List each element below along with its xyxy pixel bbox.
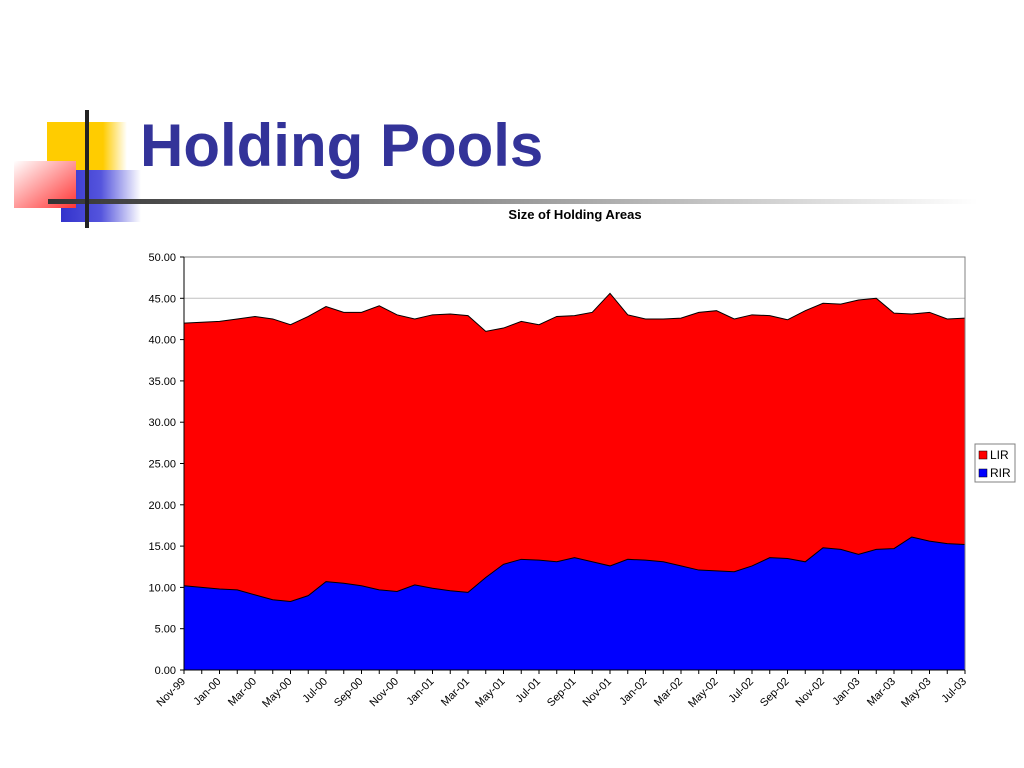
y-tick-label: 25.00	[148, 459, 176, 471]
x-tick-label: Mar-02	[652, 676, 685, 709]
series-area-rir	[184, 537, 965, 670]
x-tick-label: Jan-02	[617, 676, 649, 708]
x-tick-label: Mar-00	[226, 676, 259, 709]
x-tick-label: Jul-02	[726, 676, 756, 706]
deco-horizontal-line	[48, 199, 978, 204]
x-tick-label: Jan-03	[830, 676, 862, 708]
y-tick-label: 40.00	[148, 335, 176, 347]
legend-label-rir: RIR	[990, 466, 1011, 480]
series-line-lir	[183, 292, 966, 332]
x-tick-label: Jan-00	[191, 676, 223, 708]
x-tick-label: Nov-00	[368, 676, 402, 710]
x-tick-label: May-01	[473, 676, 507, 710]
legend-swatch-rir	[978, 468, 988, 478]
y-tick-label: 45.00	[148, 293, 176, 305]
x-tick-label: Sep-01	[545, 676, 579, 710]
y-tick-label: 35.00	[148, 376, 176, 388]
y-tick-label: 10.00	[148, 582, 176, 594]
x-tick-label: May-03	[899, 676, 933, 710]
x-tick-label: Jul-00	[300, 676, 330, 706]
x-tick-label: Nov-01	[581, 676, 615, 710]
legend-label-lir: LIR	[990, 448, 1009, 462]
slide-decoration	[14, 110, 978, 228]
x-tick-label: Jul-03	[939, 676, 969, 706]
chart-title: Size of Holding Areas	[508, 207, 641, 222]
y-tick-label: 0.00	[155, 665, 176, 677]
x-tick-label: Jan-01	[404, 676, 436, 708]
x-tick-label: Jul-01	[513, 676, 543, 706]
y-tick-label: 20.00	[148, 500, 176, 512]
slide-title: Holding Pools	[140, 112, 544, 179]
x-tick-label: Sep-02	[758, 676, 792, 710]
x-tick-label: Nov-02	[794, 676, 828, 710]
x-tick-label: May-00	[260, 676, 294, 710]
x-tick-label: Sep-00	[332, 676, 366, 710]
y-tick-label: 15.00	[148, 541, 176, 553]
series-area-lir	[184, 293, 965, 602]
y-tick-label: 50.00	[148, 252, 176, 264]
x-tick-label: Mar-03	[865, 676, 898, 709]
x-tick-label: Mar-01	[439, 676, 472, 709]
deco-vertical-line	[85, 110, 89, 228]
legend-swatch-lir	[978, 450, 988, 460]
series-line-rir	[183, 536, 966, 602]
y-tick-label: 5.00	[155, 624, 176, 636]
x-tick-label: Nov-99	[155, 676, 189, 710]
y-tick-label: 30.00	[148, 417, 176, 429]
x-tick-label: May-02	[686, 676, 720, 710]
